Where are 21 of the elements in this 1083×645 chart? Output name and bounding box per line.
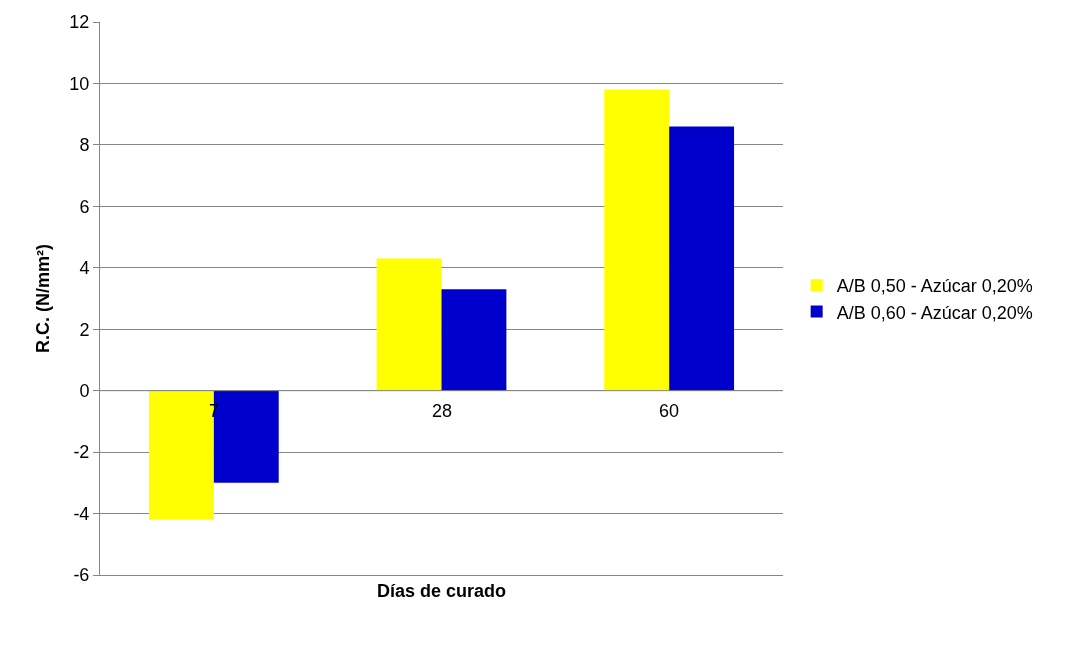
x-tick-label: 7: [209, 401, 220, 421]
bar: [376, 258, 442, 391]
y-tick-label: 10: [69, 73, 90, 94]
legend-label: A/B 0,50 - Azúcar 0,20%: [836, 276, 1033, 297]
x-tick-label: 28: [432, 401, 453, 421]
y-tick-label: 2: [79, 319, 90, 340]
legend-label: A/B 0,60 - Azúcar 0,20%: [836, 302, 1033, 323]
y-axis-title: R.C. (N/mm²): [32, 244, 53, 353]
y-tick-label: 0: [79, 380, 90, 401]
y-tick-label: -6: [73, 565, 90, 586]
x-axis-title: Días de curado: [376, 580, 507, 601]
y-tick-label: 6: [79, 196, 90, 217]
bar: [669, 126, 735, 391]
x-tick-label: 60: [659, 401, 680, 421]
bar: [441, 289, 507, 391]
y-tick-label: -2: [73, 442, 90, 463]
y-tick-label: -4: [73, 503, 90, 524]
bar: [604, 89, 670, 391]
y-tick-label: 8: [79, 135, 90, 156]
y-tick-label: 4: [79, 258, 90, 279]
y-tick-label: 12: [69, 12, 90, 33]
